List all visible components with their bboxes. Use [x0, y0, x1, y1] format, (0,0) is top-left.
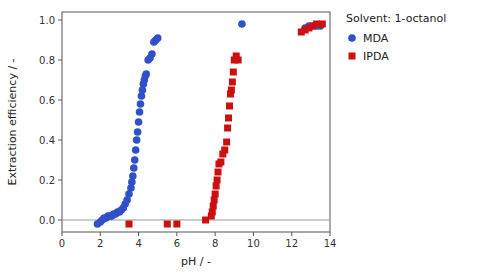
y-tick [58, 180, 62, 181]
point [210, 203, 217, 210]
y-tick-label: 0.2 [39, 175, 55, 186]
point [148, 50, 156, 58]
legend-label: IPDA [363, 50, 389, 63]
y-axis-label: Extraction efficiency / - [6, 58, 19, 185]
y-tick [58, 100, 62, 101]
point [238, 20, 246, 28]
point [142, 70, 150, 78]
x-tick [138, 232, 139, 236]
point [137, 100, 145, 108]
point [135, 118, 143, 126]
point [229, 79, 236, 86]
point [319, 21, 326, 28]
point [235, 57, 242, 64]
x-tick-label: 8 [212, 238, 218, 249]
y-tick [58, 20, 62, 21]
point [217, 159, 224, 166]
legend-marker [349, 53, 356, 60]
x-tick-label: 2 [97, 238, 103, 249]
legend-marker [348, 34, 356, 42]
point [209, 209, 216, 216]
point [211, 197, 218, 204]
point [225, 115, 232, 122]
x-tick [253, 232, 254, 236]
point [213, 183, 220, 190]
plot-area [62, 20, 330, 228]
legend-label: MDA [363, 32, 389, 45]
x-tick [291, 232, 292, 236]
x-tick [330, 232, 331, 236]
point [230, 69, 237, 76]
point [126, 221, 133, 228]
point [173, 221, 180, 228]
legend: Solvent: 1-octanol MDA IPDA [346, 12, 446, 63]
point [134, 128, 142, 136]
y-tick [58, 140, 62, 141]
series-0 [94, 20, 325, 228]
point [214, 177, 221, 184]
point [164, 221, 171, 228]
y-tick-label: 0.8 [39, 55, 55, 66]
point [226, 103, 233, 110]
x-tick [62, 232, 63, 236]
y-tick-label: 0.0 [39, 215, 55, 226]
legend-title: Solvent: 1-octanol [346, 12, 446, 25]
y-tick-label: 1.0 [39, 15, 55, 26]
y-tick-label: 0.4 [39, 135, 55, 146]
point [132, 146, 140, 154]
point [223, 139, 230, 146]
x-axis-label: pH / - [181, 255, 211, 268]
chart: 0 2 4 6 8 10 12 14 0.0 0.2 0.4 0.6 0.8 1.0 pH / - Extra… [0, 0, 500, 273]
x-tick-label: 14 [324, 238, 337, 249]
x-tick-label: 6 [174, 238, 180, 249]
x-tick [176, 232, 177, 236]
series-1 [126, 21, 326, 228]
point [215, 169, 222, 176]
x-tick-label: 10 [247, 238, 260, 249]
x-tick [100, 232, 101, 236]
point [154, 34, 162, 42]
y-tick [58, 60, 62, 61]
x-tick-label: 12 [285, 238, 298, 249]
point [224, 125, 231, 132]
point [129, 172, 137, 180]
x-tick-label: 4 [135, 238, 141, 249]
point [136, 108, 144, 116]
x-tick-label: 0 [59, 238, 65, 249]
plot-frame [62, 12, 330, 232]
point [131, 156, 139, 164]
point [221, 147, 228, 154]
x-tick [215, 232, 216, 236]
point [212, 191, 219, 198]
point [133, 136, 141, 144]
point [228, 87, 235, 94]
y-tick [58, 220, 62, 221]
y-tick-label: 0.6 [39, 95, 55, 106]
point [130, 164, 138, 172]
